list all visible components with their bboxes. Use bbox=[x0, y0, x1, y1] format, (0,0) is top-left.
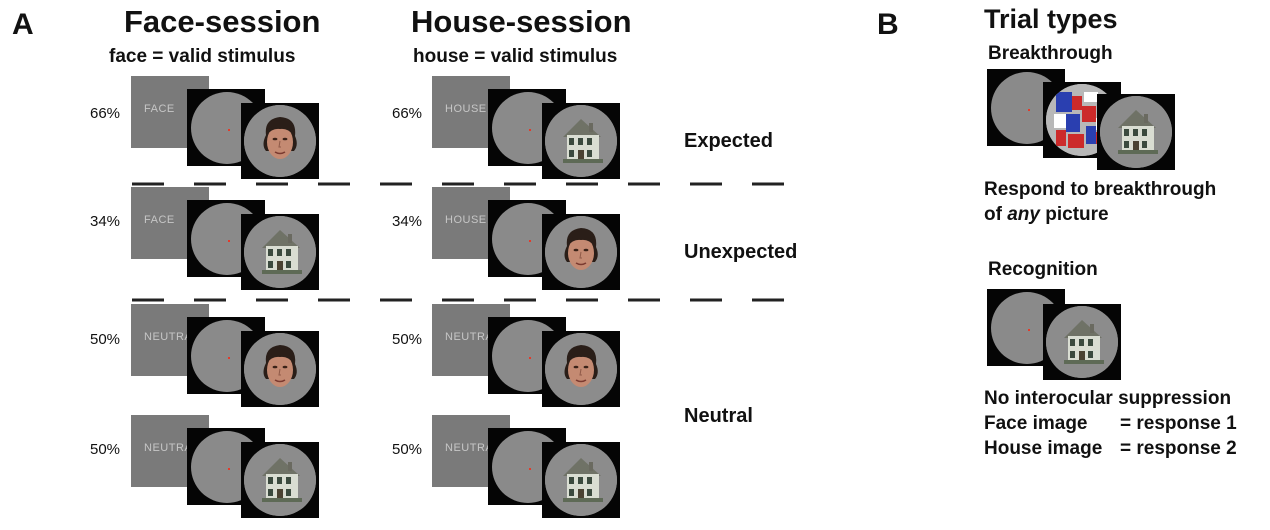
house-row-1-trial: HOUSE bbox=[432, 76, 622, 191]
cue-word: NEUTRAL bbox=[445, 442, 500, 454]
recognition-label: Recognition bbox=[988, 259, 1098, 280]
house-session-subtitle: house = valid stimulus bbox=[413, 46, 618, 67]
face-row-1-percent: 66% bbox=[90, 105, 121, 122]
fixation-dot bbox=[228, 357, 230, 359]
fixation-dot bbox=[228, 468, 230, 470]
house-row-2-percent: 34% bbox=[392, 213, 423, 230]
house-stimulus bbox=[542, 103, 620, 179]
breakthrough-trial bbox=[987, 69, 1177, 184]
cue-word: HOUSE bbox=[445, 214, 487, 226]
house-row-3-percent: 50% bbox=[392, 331, 423, 348]
house-row-3-trial: NEUTRAL bbox=[432, 304, 622, 419]
fixation-dot bbox=[228, 240, 230, 242]
cue-word: HOUSE bbox=[445, 103, 487, 115]
face-row-2-percent: 34% bbox=[90, 213, 121, 230]
fixation-dot bbox=[1028, 329, 1030, 331]
cue-word: FACE bbox=[144, 214, 175, 226]
house-stimulus bbox=[241, 442, 319, 518]
house-session-title: House-session bbox=[411, 4, 632, 39]
separator-dashed-line-1 bbox=[132, 182, 813, 186]
condition-neutral: Neutral bbox=[684, 405, 753, 427]
fixation-dot bbox=[529, 357, 531, 359]
house-stimulus bbox=[542, 442, 620, 518]
recognition-line-face: Face image = response 1 bbox=[984, 413, 1237, 434]
condition-unexpected: Unexpected bbox=[684, 241, 798, 263]
house-stimulus bbox=[1097, 94, 1175, 170]
recognition-trial bbox=[987, 289, 1177, 404]
breakthrough-description: Respond to breakthrough of any picture bbox=[984, 177, 1216, 227]
cue-word: NEUTRAL bbox=[144, 442, 199, 454]
face-stimulus bbox=[241, 331, 319, 407]
recognition-line-1: No interocular suppression bbox=[984, 388, 1232, 409]
breakthrough-line-2: of any picture bbox=[984, 204, 1109, 225]
face-stimulus bbox=[241, 103, 319, 179]
panel-b-label: B bbox=[877, 8, 899, 41]
fixation-dot bbox=[529, 129, 531, 131]
house-row-1-percent: 66% bbox=[392, 105, 423, 122]
recognition-line-house: House image = response 2 bbox=[984, 438, 1237, 459]
cue-word: NEUTRAL bbox=[445, 331, 500, 343]
cue-word: FACE bbox=[144, 103, 175, 115]
house-row-2-trial: HOUSE bbox=[432, 187, 622, 302]
separator-dashed-line-2 bbox=[132, 298, 813, 302]
face-row-2-trial: FACE bbox=[131, 187, 321, 302]
face-row-3-trial: NEUTRAL bbox=[131, 304, 321, 419]
house-row-4-percent: 50% bbox=[392, 441, 423, 458]
emphasis-any: any bbox=[1007, 204, 1040, 225]
breakthrough-line-1: Respond to breakthrough bbox=[984, 179, 1217, 200]
fixation-dot bbox=[529, 240, 531, 242]
face-stimulus bbox=[542, 214, 620, 290]
fixation-dot bbox=[529, 468, 531, 470]
face-session-title: Face-session bbox=[124, 4, 321, 39]
fixation-dot bbox=[228, 129, 230, 131]
house-row-4-trial: NEUTRAL bbox=[432, 415, 622, 530]
panel-a-label: A bbox=[12, 8, 34, 41]
face-row-1-trial: FACE bbox=[131, 76, 321, 191]
recognition-description: No interocular suppression Face image = r… bbox=[984, 386, 1237, 461]
trial-types-title: Trial types bbox=[984, 4, 1118, 34]
face-stimulus bbox=[542, 331, 620, 407]
face-row-4-trial: NEUTRAL bbox=[131, 415, 321, 530]
cue-word: NEUTRAL bbox=[144, 331, 199, 343]
face-session-subtitle: face = valid stimulus bbox=[109, 46, 296, 67]
face-row-3-percent: 50% bbox=[90, 331, 121, 348]
breakthrough-label: Breakthrough bbox=[988, 43, 1113, 64]
house-stimulus bbox=[1043, 304, 1121, 380]
fixation-dot bbox=[1028, 109, 1030, 111]
face-row-4-percent: 50% bbox=[90, 441, 121, 458]
condition-expected: Expected bbox=[684, 130, 773, 152]
house-stimulus bbox=[241, 214, 319, 290]
